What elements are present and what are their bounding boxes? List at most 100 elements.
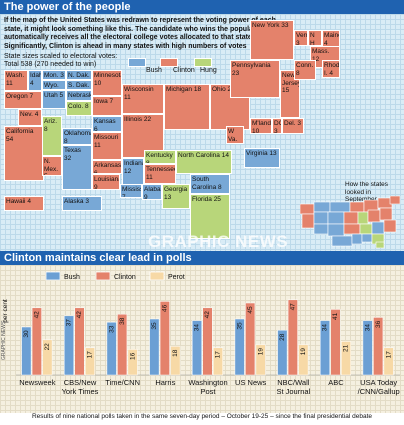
state-votes: 3: [85, 198, 89, 205]
mini-map-state: [367, 209, 381, 223]
state-colo: Colo. 8: [66, 101, 92, 116]
state-michigan: Michigan 18: [164, 84, 210, 130]
september-mini-map: [300, 196, 401, 248]
mini-map-state: [361, 233, 373, 243]
mini-map-state: [301, 213, 315, 229]
scale-note-line2: Total 538 (270 needed to win): [4, 61, 97, 68]
state-votes: 7: [29, 93, 34, 100]
state-nev: Nev. 4: [18, 109, 42, 126]
state-utah: Utah 5: [42, 90, 66, 109]
state-label: Mississippi: [122, 186, 141, 193]
state-label: Alabama: [144, 186, 161, 193]
state-texas: Texas 32: [62, 145, 92, 190]
state-n-mex: N. Mex. 5: [42, 156, 62, 176]
state-label: New Jersey: [282, 72, 300, 87]
state-label: Virginia: [246, 150, 270, 157]
state-votes: 3: [297, 120, 301, 127]
mini-map-state: [349, 201, 365, 213]
bar-value-label: 34: [364, 324, 371, 332]
bar-value-label: 35: [151, 322, 158, 330]
state-votes: 6: [94, 125, 98, 132]
state-wisconsin: Wisconsin 11: [122, 84, 164, 114]
bar-perot: [127, 349, 138, 376]
bar-perot: [170, 345, 181, 376]
mini-map-state: [371, 221, 385, 235]
state-georgia: Georgia 13: [162, 184, 190, 209]
mini-map-state: [389, 196, 401, 205]
credit-text: GRAPHIC NEWS: [1, 320, 7, 360]
state-n-h: N H 4: [308, 30, 322, 46]
september-map-caption: How the states looked in September: [345, 181, 388, 203]
state-label: N H: [310, 32, 315, 46]
bar-perot: [298, 344, 309, 376]
watermark-logo: GRAPHIC NEWS: [148, 232, 289, 251]
state-label: Mass.: [312, 48, 330, 55]
state-m-land: M'land 10: [250, 118, 272, 134]
bar-value-label: 17: [385, 351, 392, 359]
state-votes: 18: [193, 86, 202, 93]
bar-perot: [42, 339, 53, 376]
bar-value-label: 37: [66, 319, 73, 327]
state-votes: 4: [34, 111, 39, 118]
state-votes: 8: [218, 183, 222, 191]
category-label: Washington: [188, 378, 227, 387]
bar-bush: [362, 320, 373, 376]
mini-map-state: [383, 219, 397, 233]
category-label: CBS/New: [64, 378, 97, 387]
state-ariz: Ariz. 8: [42, 116, 62, 156]
state-label: Kentucky: [146, 152, 173, 159]
bar-bush: [320, 320, 330, 376]
state-votes: 4: [324, 39, 328, 47]
state-label: California: [6, 128, 34, 135]
state-virginia: Virginia 13: [244, 148, 280, 168]
state-label: Utah: [44, 92, 60, 99]
state-label: Oregon: [6, 93, 30, 100]
state-label: Ohio: [212, 86, 228, 93]
bar-value-label: 34: [322, 324, 329, 332]
state-label: Arkansas: [94, 162, 122, 169]
bar-bush: [64, 315, 74, 376]
bar-value-label: 47: [290, 303, 297, 311]
bar-perot: [213, 347, 223, 376]
state-north-carolina: North Carolina 14: [176, 150, 232, 174]
state-votes: 12: [124, 167, 132, 175]
state-votes: 13: [269, 150, 277, 157]
legend-hung-label: Hung: [200, 67, 217, 74]
bar-value-label: 19: [257, 348, 264, 356]
category-label: /CNN/Gallup: [358, 387, 400, 396]
scale-note: State sizes scaled to electoral votes: T…: [4, 53, 117, 69]
state-idaho: Idaho 4: [28, 70, 42, 91]
legend-clinton-label: Clinton: [114, 274, 136, 281]
bar-value-label: 17: [215, 351, 222, 359]
state-label: Wisconsin: [124, 86, 154, 93]
mini-map-state: [359, 223, 373, 235]
state-rhode-i: Rhode I. 4: [322, 60, 340, 78]
y-axis-label: per cent: [2, 299, 9, 323]
bar-value-label: 41: [332, 312, 339, 320]
state-votes: 14: [221, 152, 229, 159]
mini-map-state: [327, 223, 345, 237]
state-wash: Wash. 11: [4, 70, 28, 91]
state-votes: 5: [59, 92, 64, 99]
legend-clinton-label: Clinton: [173, 67, 195, 74]
bar-value-label: 17: [87, 351, 94, 359]
state-alaska: Alaska 3: [62, 196, 102, 211]
bar-clinton: [330, 309, 341, 376]
page-title: The power of the people: [0, 0, 404, 14]
state-votes: 8: [84, 103, 89, 110]
state-label: Maine: [324, 32, 340, 39]
bar-value-label: 21: [343, 344, 350, 352]
state-votes: 3: [274, 127, 278, 134]
bar-value-label: 33: [108, 325, 115, 333]
bar-value-label: 42: [204, 311, 211, 319]
bar-clinton: [159, 301, 170, 376]
state-votes: 22: [143, 116, 152, 123]
legend-clinton-swatch: [160, 58, 178, 67]
state-votes: 33: [281, 22, 289, 29]
bar-value-label: 46: [162, 304, 169, 312]
legend-bush-label: Bush: [146, 67, 162, 74]
state-label: New York: [252, 22, 282, 29]
bar-value-label: 42: [34, 311, 41, 319]
state-missouri: Missouri 11: [92, 132, 122, 160]
bar-value-label: 16: [129, 352, 136, 360]
